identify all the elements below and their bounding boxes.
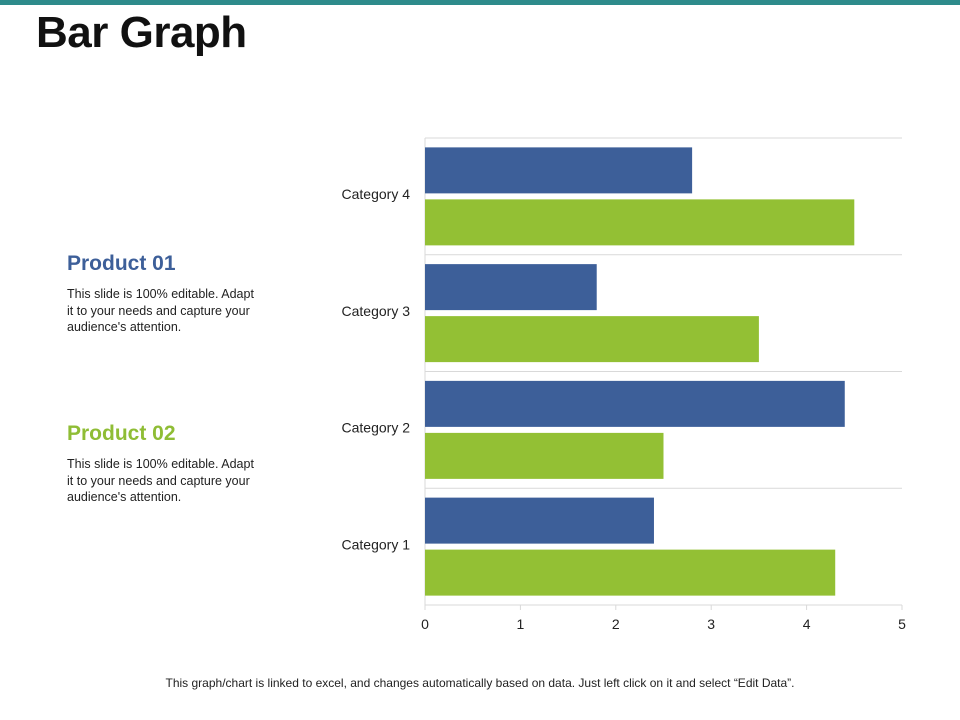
product-01-block: Product 01 This slide is 100% editable. … [67,252,257,336]
product-01-description: This slide is 100% editable. Adapt it to… [67,287,254,334]
footnote: This graph/chart is linked to excel, and… [165,676,795,690]
category-label: Category 3 [342,303,411,319]
category-label: Category 4 [342,186,411,202]
bar-series-2-category-2[interactable] [425,432,664,479]
x-tick-label: 2 [612,616,620,632]
bar-series-2-category-1[interactable] [425,549,836,596]
product-02-heading: Product 02 [67,422,176,445]
bar-series-1-category-2[interactable] [425,380,845,427]
product-02-block: Product 02 This slide is 100% editable. … [67,422,257,506]
bar-series-1-category-4[interactable] [425,147,693,194]
bar-series-2-category-4[interactable] [425,199,855,246]
bar-series-2-category-3[interactable] [425,316,759,363]
product-01-heading: Product 01 [67,252,176,275]
x-tick-label: 3 [707,616,715,632]
bar-chart[interactable]: Category 1 Category 2 Category 3 Category 4… [320,130,940,640]
x-tick-label: 1 [517,616,525,632]
x-tick-label: 4 [803,616,811,632]
bar-series-1-category-1[interactable] [425,497,654,544]
x-tick-label: 0 [421,616,429,632]
product-02-description: This slide is 100% editable. Adapt it to… [67,457,254,504]
category-label: Category 1 [342,536,411,552]
category-label: Category 2 [342,420,411,436]
x-tick-label: 5 [898,616,906,632]
slide-title: Bar Graph [36,8,247,57]
bar-series-1-category-3[interactable] [425,264,597,311]
bar-chart-svg[interactable]: Category 1 Category 2 Category 3 Category 4… [320,130,940,640]
accent-strip [0,0,960,5]
